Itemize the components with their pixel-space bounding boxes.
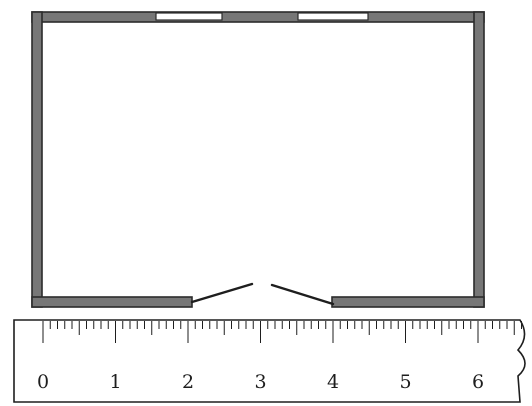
top-wall: [31, 11, 485, 23]
bottom-wall-left: [31, 296, 193, 308]
top-window-left: [155, 12, 223, 21]
ruler-labels: 0 1 2 3 4 5 6: [37, 371, 484, 393]
ruler-label-4: 4: [327, 371, 339, 393]
left-wall: [31, 11, 43, 308]
door-leaf-right: [270, 283, 335, 306]
ruler-label-2: 2: [182, 371, 194, 393]
ruler-label-1: 1: [109, 371, 121, 393]
ruler-label-3: 3: [254, 371, 266, 393]
ruler-ticks: [42, 321, 522, 343]
right-wall: [473, 11, 485, 308]
ruler: 0 1 2 3 4 5 6: [13, 319, 526, 403]
bottom-wall-right: [331, 296, 485, 308]
ruler-label-6: 6: [472, 371, 484, 393]
room-plan: [31, 11, 485, 308]
top-window-right: [297, 12, 369, 21]
ruler-body: [13, 319, 526, 403]
ruler-label-0: 0: [37, 371, 49, 393]
door-leaf-left: [190, 282, 254, 304]
ruler-label-5: 5: [399, 371, 411, 393]
